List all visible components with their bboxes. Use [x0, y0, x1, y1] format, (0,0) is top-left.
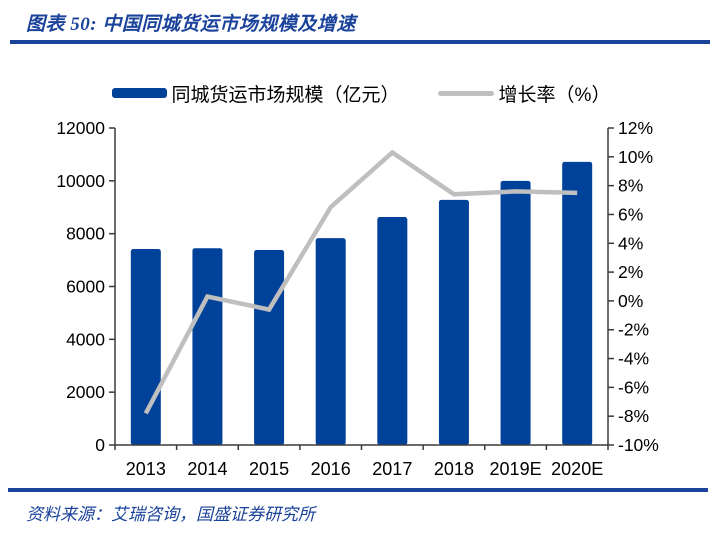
legend-bar-label: 同城货运市场规模（亿元）: [171, 84, 400, 106]
legend-item-market-size: 同城货运市场规模（亿元）: [111, 80, 400, 107]
x-axis-tick-label: 2015: [249, 459, 289, 479]
right-axis-tick-label: 0%: [618, 291, 643, 311]
right-axis-tick-label: -6%: [618, 377, 649, 397]
right-axis-tick-label: -10%: [618, 435, 659, 455]
left-axis-tick-label: 10000: [56, 171, 105, 191]
left-axis-tick-label: 4000: [66, 329, 105, 349]
bar-2017: [377, 217, 408, 445]
bar-2013: [130, 248, 161, 445]
right-axis-tick-label: 8%: [618, 176, 643, 196]
right-axis-tick-label: 4%: [618, 233, 643, 253]
bar-2018: [438, 199, 469, 445]
left-axis-tick-label: 6000: [66, 277, 105, 297]
title-divider-rule: [10, 40, 710, 44]
bar-2020E: [562, 161, 593, 445]
chart-title: 图表 50: 中国同城货运市场规模及增速: [26, 14, 356, 35]
bar-2014: [192, 248, 223, 445]
right-axis-tick-label: 12%: [618, 118, 653, 138]
left-axis-tick-label: 0: [95, 435, 105, 455]
right-axis-tick-label: -4%: [618, 349, 649, 369]
legend-line-swatch: [437, 90, 494, 96]
legend-line-label: 增长率（%）: [498, 84, 611, 106]
left-axis-tick-label: 8000: [66, 224, 105, 244]
left-axis-tick-label: 2000: [66, 382, 105, 402]
right-axis-tick-label: 6%: [618, 204, 643, 224]
footer-divider-rule: [8, 488, 708, 492]
x-axis-tick-label: 2020E: [551, 459, 603, 479]
right-axis-tick-label: -8%: [618, 406, 649, 426]
bar-2015: [254, 250, 285, 445]
bar-2019E: [500, 180, 531, 445]
right-axis-tick-label: 2%: [618, 262, 643, 282]
x-axis-tick-label: 2013: [126, 459, 166, 479]
x-axis-tick-label: 2014: [187, 459, 227, 479]
bar-2016: [315, 238, 346, 445]
right-axis-tick-label: 10%: [618, 147, 653, 167]
right-axis-tick-label: -2%: [618, 320, 649, 340]
x-axis-tick-label: 2017: [372, 459, 412, 479]
growth-line: [143, 149, 578, 415]
legend-item-growth-rate: 增长率（%）: [437, 80, 611, 107]
x-axis-tick-label: 2016: [311, 459, 351, 479]
source-note: 资料来源：艾瑞咨询，国盛证券研究所: [26, 505, 315, 524]
left-axis-tick-label: 12000: [56, 118, 105, 138]
x-axis-tick-label: 2019E: [490, 459, 542, 479]
x-axis-tick-label: 2018: [434, 459, 474, 479]
legend-bar-swatch: [111, 88, 167, 98]
chart-canvas: 0 2000 4000 6000 8000 10000 12000 12% 10% 8% 6% 4% 2…: [56, 118, 659, 479]
chart-legend: 同城货运市场规模（亿元） 增长率（%）: [0, 80, 722, 106]
